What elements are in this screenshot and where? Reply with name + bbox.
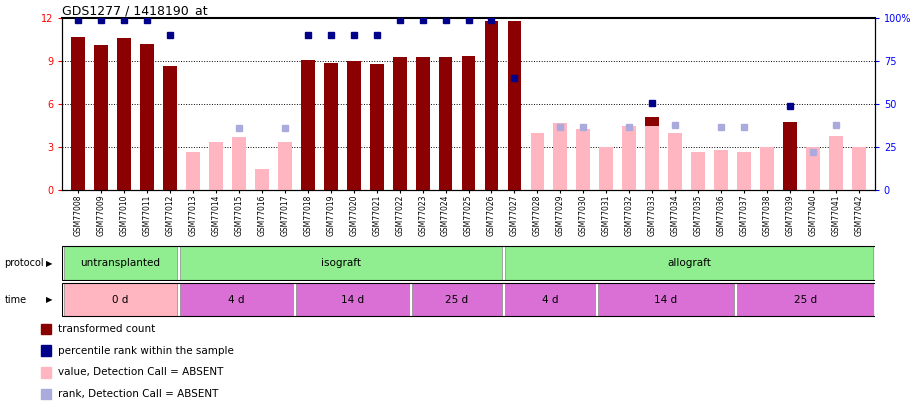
Bar — [64, 247, 177, 280]
Bar — [806, 147, 820, 190]
Text: protocol: protocol — [5, 258, 44, 268]
Bar — [347, 61, 361, 190]
Bar — [530, 133, 544, 190]
Bar — [829, 136, 843, 190]
Text: allograft: allograft — [667, 258, 711, 268]
Bar — [485, 21, 498, 190]
Bar — [597, 283, 734, 316]
Bar — [180, 247, 502, 280]
Text: 25 d: 25 d — [793, 295, 817, 305]
Bar — [736, 283, 873, 316]
Text: ▶: ▶ — [46, 295, 53, 304]
Bar — [324, 63, 338, 190]
Bar — [64, 283, 177, 316]
Bar — [296, 283, 409, 316]
Bar — [439, 57, 453, 190]
Bar — [505, 247, 873, 280]
Text: isograft: isograft — [321, 258, 361, 268]
Bar — [232, 137, 245, 190]
Bar — [412, 283, 502, 316]
Bar — [692, 151, 705, 190]
Bar — [278, 142, 292, 190]
Bar — [783, 122, 797, 190]
Bar — [255, 169, 269, 190]
Bar — [41, 345, 51, 356]
Bar — [209, 142, 223, 190]
Bar — [852, 147, 866, 190]
Bar — [301, 60, 315, 190]
Bar — [186, 151, 200, 190]
Bar — [507, 21, 521, 190]
Bar — [163, 66, 177, 190]
Bar — [393, 57, 407, 190]
Text: 0 d: 0 d — [112, 295, 128, 305]
Text: rank, Detection Call = ABSENT: rank, Detection Call = ABSENT — [59, 389, 219, 399]
Bar — [668, 133, 682, 190]
Bar — [645, 117, 659, 190]
Bar — [645, 126, 659, 190]
Text: time: time — [5, 295, 27, 305]
Bar — [553, 123, 567, 190]
Bar — [370, 64, 384, 190]
Text: percentile rank within the sample: percentile rank within the sample — [59, 345, 234, 356]
Bar — [737, 151, 751, 190]
Bar — [462, 55, 475, 190]
Text: GDS1277 / 1418190_at: GDS1277 / 1418190_at — [62, 4, 208, 17]
Text: 4 d: 4 d — [541, 295, 558, 305]
Text: 25 d: 25 d — [445, 295, 468, 305]
Bar — [180, 283, 293, 316]
Bar — [576, 129, 590, 190]
Text: ▶: ▶ — [46, 259, 53, 268]
Bar — [622, 126, 636, 190]
Bar — [71, 37, 85, 190]
Text: value, Detection Call = ABSENT: value, Detection Call = ABSENT — [59, 367, 224, 377]
Text: 14 d: 14 d — [341, 295, 364, 305]
Bar — [760, 147, 774, 190]
Text: 4 d: 4 d — [228, 295, 245, 305]
Bar — [41, 324, 51, 334]
Bar — [94, 45, 108, 190]
Text: untransplanted: untransplanted — [81, 258, 160, 268]
Bar — [714, 150, 728, 190]
Bar — [140, 44, 154, 190]
Bar — [117, 38, 131, 190]
Bar — [41, 367, 51, 377]
Text: transformed count: transformed count — [59, 324, 156, 334]
Text: 14 d: 14 d — [654, 295, 678, 305]
Bar — [41, 389, 51, 399]
Bar — [416, 57, 430, 190]
Bar — [599, 147, 613, 190]
Bar — [505, 283, 594, 316]
